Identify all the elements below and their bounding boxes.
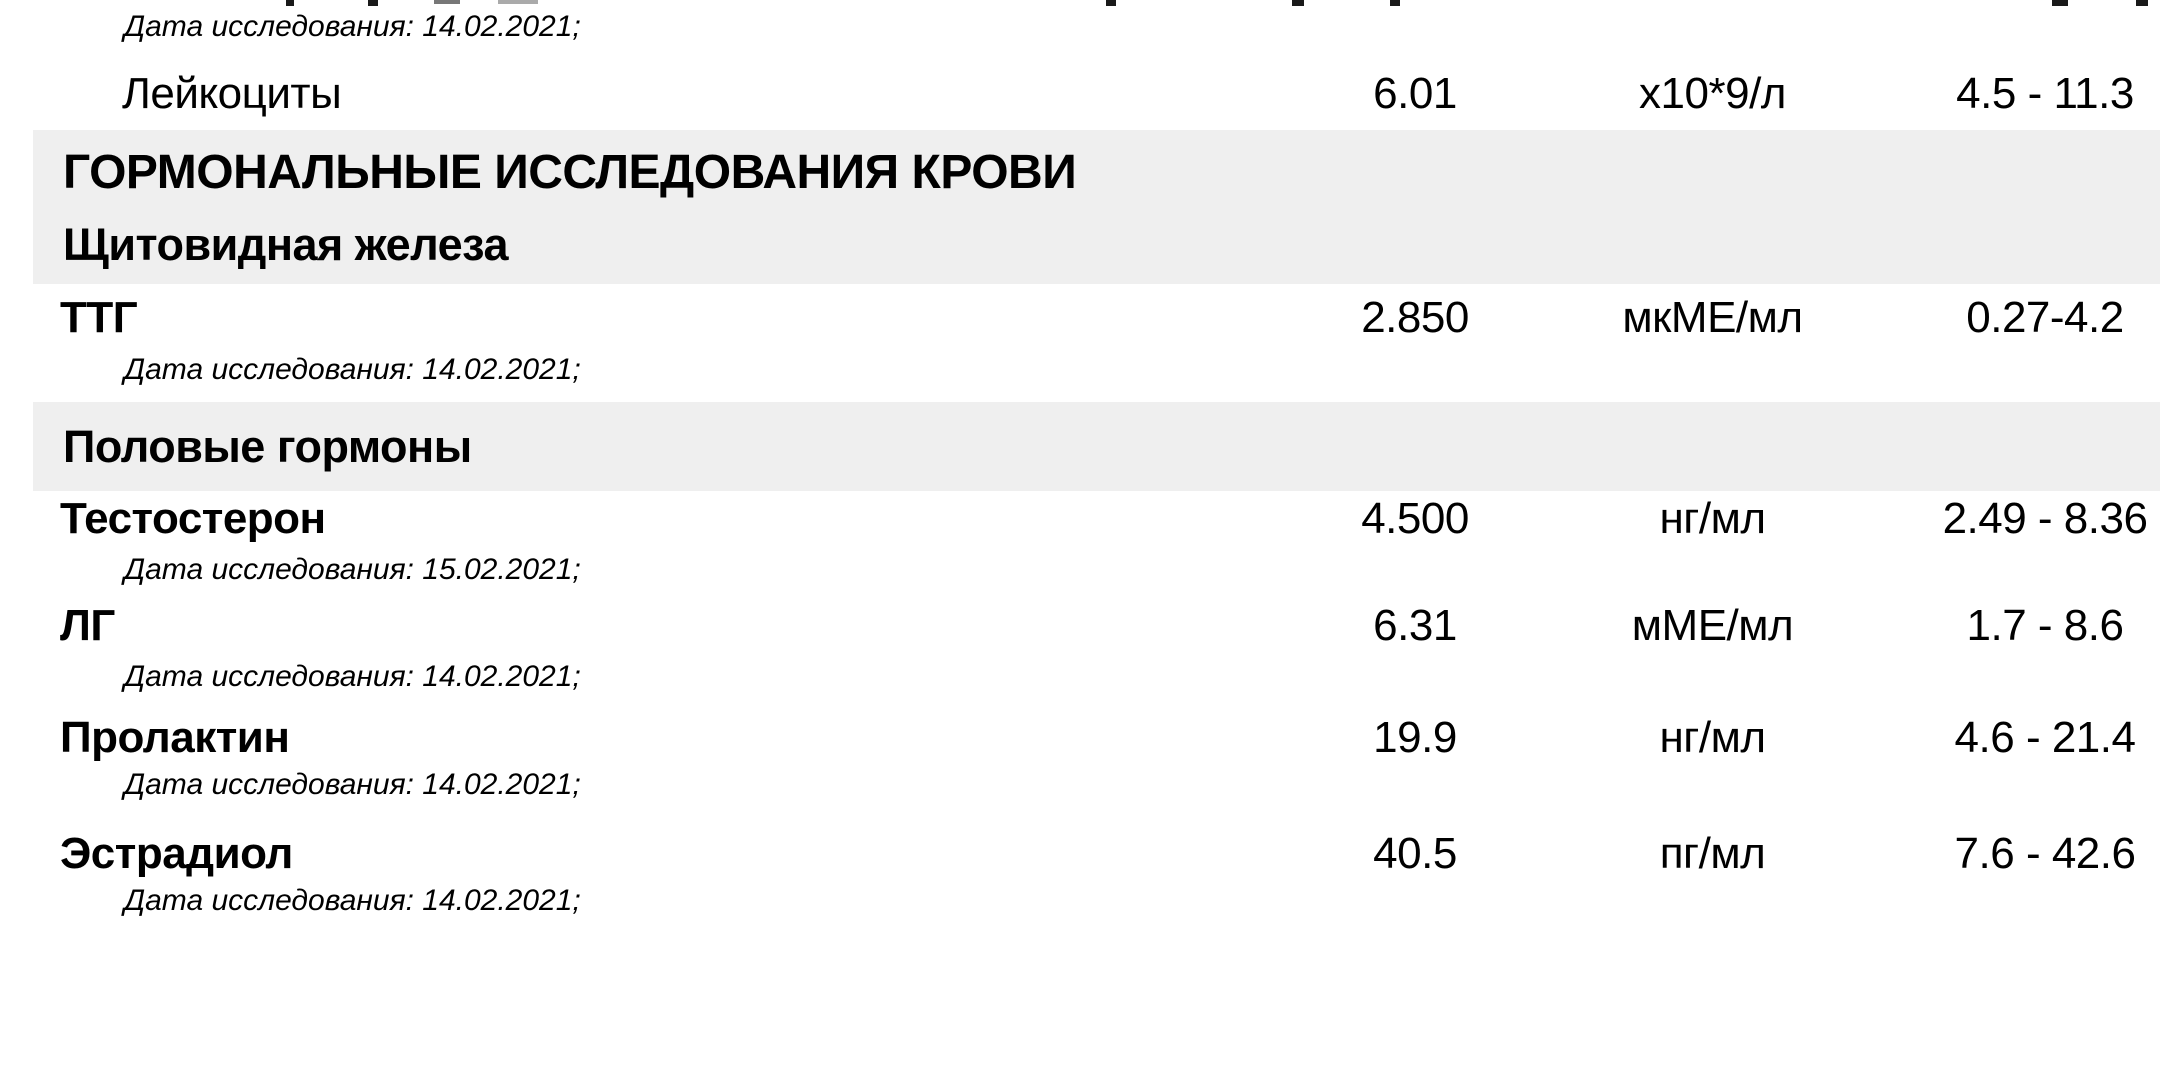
test-unit: нг/мл bbox=[1659, 494, 1767, 543]
test-row: Лейкоциты 6.01 х10*9/л 4.5 - 11.3 bbox=[0, 68, 2160, 120]
test-row: ТТГ 2.850 мкМЕ/мл 0.27-4.2 bbox=[0, 292, 2160, 344]
study-date: Дата исследования: 15.02.2021; bbox=[124, 553, 581, 586]
clipped-row-fragment bbox=[2136, 0, 2148, 6]
study-date: Дата исследования: 14.02.2021; bbox=[124, 884, 581, 917]
test-value: 6.31 bbox=[1373, 601, 1457, 650]
test-unit: нг/мл bbox=[1659, 713, 1767, 762]
test-unit: мкМЕ/мл bbox=[1622, 293, 1803, 342]
test-unit: пг/мл bbox=[1659, 829, 1766, 878]
subsection-header: Половые гормоны bbox=[63, 421, 472, 472]
section-band bbox=[33, 130, 2160, 284]
test-ref-range: 7.6 - 42.6 bbox=[1954, 829, 2136, 878]
clipped-row-fragment bbox=[286, 0, 294, 6]
test-ref-range: 2.49 - 8.36 bbox=[1942, 494, 2148, 543]
test-name: ТТГ bbox=[60, 293, 138, 342]
section-band bbox=[33, 402, 2160, 491]
study-date: Дата исследования: 14.02.2021; bbox=[124, 353, 581, 386]
clipped-row-fragment bbox=[2052, 0, 2068, 6]
test-row: Пролактин 19.9 нг/мл 4.6 - 21.4 bbox=[0, 712, 2160, 764]
clipped-row-fragment bbox=[434, 0, 460, 4]
section-header: ГОРМОНАЛЬНЫЕ ИССЛЕДОВАНИЯ КРОВИ bbox=[63, 146, 1077, 199]
study-date: Дата исследования: 14.02.2021; bbox=[124, 10, 581, 43]
test-ref-range: 1.7 - 8.6 bbox=[1966, 601, 2124, 650]
clipped-row-fragment bbox=[1106, 0, 1116, 6]
study-date: Дата исследования: 14.02.2021; bbox=[124, 768, 581, 801]
test-unit: х10*9/л bbox=[1639, 69, 1786, 118]
test-ref-range: 4.6 - 21.4 bbox=[1954, 713, 2136, 762]
subsection-header: Щитовидная железа bbox=[63, 219, 508, 270]
test-row: Эстрадиол 40.5 пг/мл 7.6 - 42.6 bbox=[0, 828, 2160, 880]
test-value: 19.9 bbox=[1373, 713, 1457, 762]
test-name: Тестостерон bbox=[60, 494, 326, 543]
test-value: 4.500 bbox=[1361, 494, 1469, 543]
study-date: Дата исследования: 14.02.2021; bbox=[124, 660, 581, 693]
test-unit: мМЕ/мл bbox=[1631, 601, 1794, 650]
test-name: Пролактин bbox=[60, 713, 290, 762]
test-ref-range: 0.27-4.2 bbox=[1966, 293, 2124, 342]
test-row: ЛГ 6.31 мМЕ/мл 1.7 - 8.6 bbox=[0, 600, 2160, 652]
clipped-row-fragment bbox=[1292, 0, 1304, 6]
test-value: 40.5 bbox=[1373, 829, 1457, 878]
test-ref-range: 4.5 - 11.3 bbox=[1956, 69, 2134, 118]
clipped-row-fragment bbox=[368, 0, 378, 6]
test-name: Лейкоциты bbox=[122, 69, 342, 118]
test-name: ЛГ bbox=[60, 601, 115, 650]
clipped-row-fragment bbox=[1390, 0, 1400, 6]
test-name: Эстрадиол bbox=[60, 829, 293, 878]
test-value: 6.01 bbox=[1373, 69, 1457, 118]
test-value: 2.850 bbox=[1361, 293, 1469, 342]
clipped-row-fragment bbox=[498, 0, 538, 4]
test-row: Тестостерон 4.500 нг/мл 2.49 - 8.36 bbox=[0, 493, 2160, 545]
